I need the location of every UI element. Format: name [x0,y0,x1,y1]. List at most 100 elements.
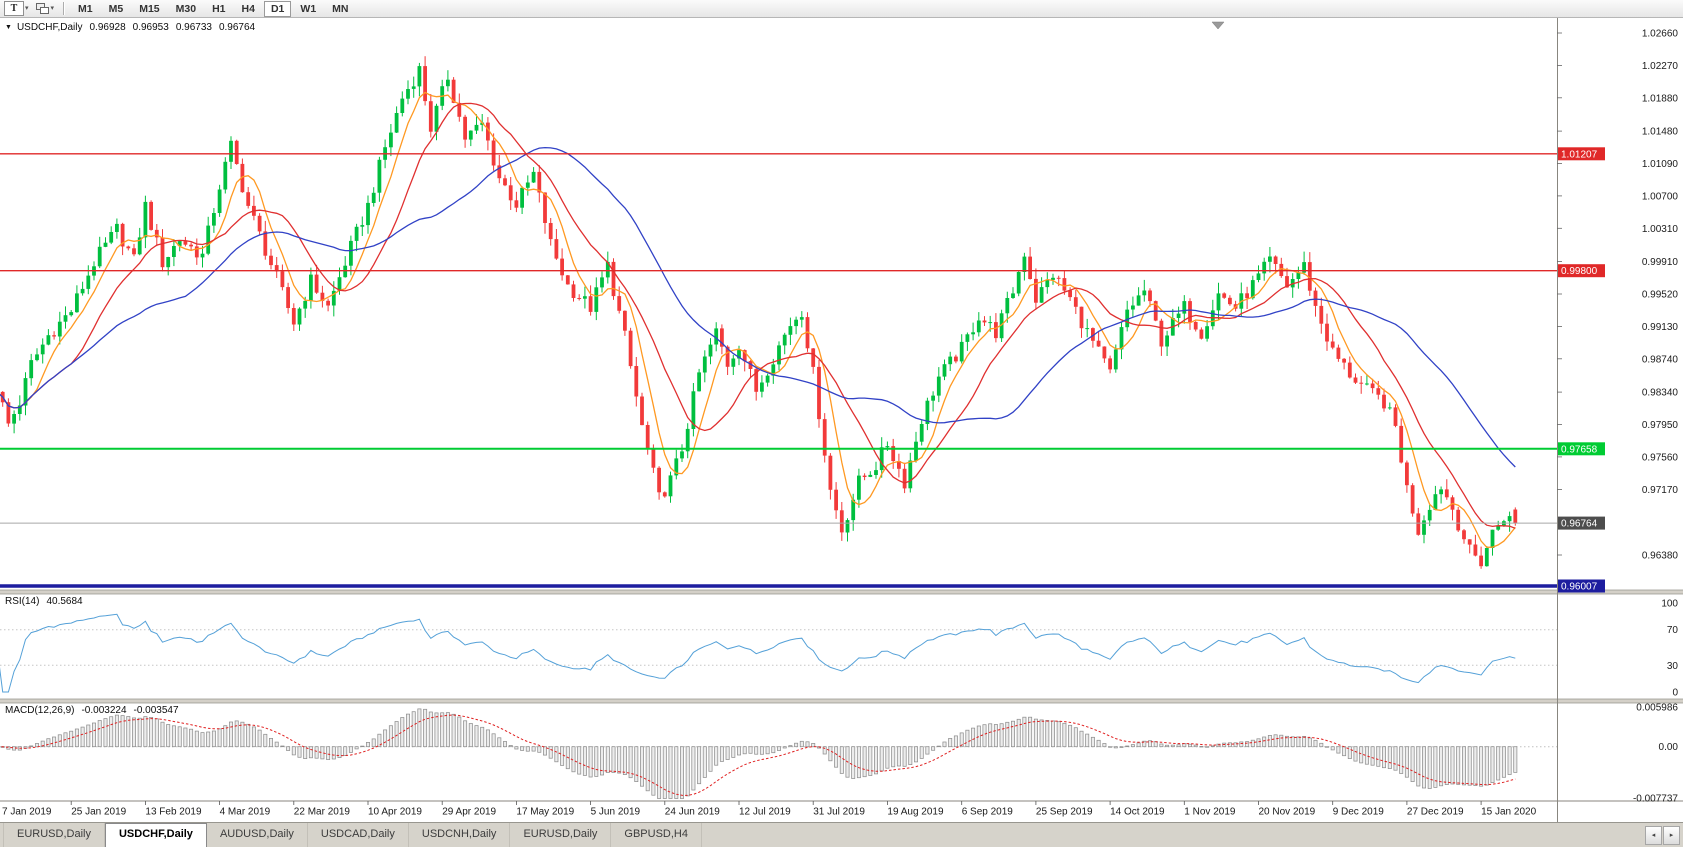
svg-text:1.00310: 1.00310 [1642,224,1679,235]
chart-tab-bar: EURUSD,Daily USDCHF,Daily AUDUSD,Daily USDC… [0,822,1683,847]
rsi-value: 40.5684 [46,596,83,607]
svg-text:13 Feb 2019: 13 Feb 2019 [145,807,202,818]
chart-canvas[interactable]: 1.02660 1.02270 1.01880 1.01480 1.01090 1.007… [0,18,1683,822]
svg-text:27 Dec 2019: 27 Dec 2019 [1407,807,1464,818]
toolbar: T ▾ ▾ M1 M5 M15 M30 H1 H4 D1 W1 MN [0,0,1683,18]
svg-text:0.97560: 0.97560 [1642,452,1679,463]
chart-tab-6-gbpusd-h4[interactable]: GBPUSD,H4 [611,823,702,847]
chart-type-label: T [10,3,18,14]
chart-tab-3-usdcad-daily[interactable]: USDCAD,Daily [308,823,409,847]
chart-tab-0-eurusd-daily[interactable]: EURUSD,Daily [3,823,105,847]
timeframe-button-h1[interactable]: H1 [212,2,226,15]
tab-scroll-right-button[interactable]: ▸ [1663,825,1680,845]
timeframe-button-m5[interactable]: M5 [108,2,124,15]
svg-text:25 Jan 2019: 25 Jan 2019 [71,807,126,818]
timeframe-button-m30[interactable]: M30 [175,2,197,15]
svg-text:29 Apr 2019: 29 Apr 2019 [442,807,496,818]
ma-line-34 [0,146,1516,468]
rsi-header: RSI(14) 40.5684 [5,596,83,607]
svg-text:24 Jun 2019: 24 Jun 2019 [665,807,720,818]
svg-text:1.01090: 1.01090 [1642,159,1679,170]
svg-text:0.97170: 0.97170 [1642,485,1679,496]
svg-text:100: 100 [1661,599,1678,610]
svg-text:1 Nov 2019: 1 Nov 2019 [1184,807,1236,818]
svg-text:1.01207: 1.01207 [1561,149,1598,160]
macd-value-signal: -0.003547 [133,705,179,716]
rsi-line [0,613,1516,693]
macd-signal-line [0,714,1516,796]
svg-text:1.02660: 1.02660 [1642,29,1679,40]
objects-button[interactable] [35,2,50,15]
timeframe-button-w1[interactable]: W1 [300,2,317,15]
svg-text:6 Sep 2019: 6 Sep 2019 [962,807,1014,818]
svg-text:0.99800: 0.99800 [1561,266,1598,277]
tab-scroll-left-button[interactable]: ◂ [1645,825,1662,845]
svg-text:1.01880: 1.01880 [1642,93,1679,104]
svg-text:0.98740: 0.98740 [1642,354,1679,365]
chart-tab-5-eurusd-daily[interactable]: EURUSD,Daily [510,823,612,847]
ma-line-6 [0,91,1516,548]
timeframe-button-mn[interactable]: MN [332,2,349,15]
timeframe-button-d1[interactable]: D1 [263,0,292,17]
chart-tab-2-audusd-daily[interactable]: AUDUSD,Daily [207,823,308,847]
macd-header: MACD(12,26,9) -0.003224 -0.003547 [5,705,179,716]
collapse-icon[interactable]: ▼ [5,24,12,31]
svg-text:15 Jan 2020: 15 Jan 2020 [1481,807,1536,818]
macd-value-main: -0.003224 [81,705,127,716]
svg-text:0.96764: 0.96764 [1561,519,1598,530]
svg-text:14 Oct 2019: 14 Oct 2019 [1110,807,1165,818]
chart-symbol: USDCHF,Daily [16,22,83,33]
chart-tab-4-usdcnh-daily[interactable]: USDCNH,Daily [409,823,511,847]
svg-text:70: 70 [1667,625,1679,636]
rsi-title: RSI(14) [5,596,40,607]
macd-histogram [0,708,1518,799]
chart-shift-marker-icon[interactable] [1211,21,1225,30]
tab-scroll-group: ◂ ▸ [1645,823,1683,847]
ohlc-close: 0.96764 [218,22,256,33]
pane-separator[interactable] [0,699,1683,703]
svg-text:9 Dec 2019: 9 Dec 2019 [1333,807,1385,818]
timeframe-button-h4[interactable]: H4 [241,2,255,15]
svg-text:0.99910: 0.99910 [1642,257,1679,268]
svg-text:1.01480: 1.01480 [1642,127,1679,138]
svg-text:10 Apr 2019: 10 Apr 2019 [368,807,422,818]
timeframe-button-m1[interactable]: M1 [78,2,93,15]
svg-text:25 Sep 2019: 25 Sep 2019 [1036,807,1093,818]
svg-text:22 Mar 2019: 22 Mar 2019 [294,807,351,818]
macd-title: MACD(12,26,9) [5,705,75,716]
price-tags: 1.01207 0.99800 0.97658 0.96007 0.96764 [1558,147,1605,593]
layers-icon [39,7,49,14]
chart-header: ▼ USDCHF,Daily 0.96928 0.96953 0.96733 0… [5,22,255,33]
ohlc-open: 0.96928 [89,22,126,33]
chart-type-caret-icon[interactable]: ▾ [25,5,29,12]
objects-caret-icon[interactable]: ▾ [50,5,55,12]
svg-text:1.02270: 1.02270 [1642,61,1679,72]
svg-text:0: 0 [1672,688,1678,699]
price-axis: 1.02660 1.02270 1.01880 1.01480 1.01090 1.007… [1557,29,1678,562]
svg-text:5 Jun 2019: 5 Jun 2019 [591,807,641,818]
svg-text:0.96380: 0.96380 [1642,551,1679,562]
svg-text:30: 30 [1667,661,1679,672]
svg-text:17 May 2019: 17 May 2019 [516,807,574,818]
date-axis: 7 Jan 2019 25 Jan 2019 13 Feb 2019 4 Mar 20… [2,801,1537,818]
svg-text:0.97658: 0.97658 [1561,444,1598,455]
ohlc-high: 0.96953 [132,22,169,33]
candlesticks [0,56,1518,569]
rsi-axis: 100 70 30 0 [1661,599,1678,699]
svg-text:7 Jan 2019: 7 Jan 2019 [2,807,52,818]
chart-tabs: EURUSD,Daily USDCHF,Daily AUDUSD,Daily USDC… [0,823,702,847]
chart-tab-1-usdchf-daily[interactable]: USDCHF,Daily [104,823,207,847]
svg-text:0.99130: 0.99130 [1642,322,1679,333]
pane-separator[interactable] [0,590,1683,594]
svg-text:0.005986: 0.005986 [1636,703,1678,714]
svg-text:4 Mar 2019: 4 Mar 2019 [220,807,271,818]
chart-type-button[interactable]: T [4,1,24,16]
svg-text:20 Nov 2019: 20 Nov 2019 [1259,807,1316,818]
svg-text:0.00: 0.00 [1659,742,1679,753]
svg-text:31 Jul 2019: 31 Jul 2019 [813,807,865,818]
timeframe-button-m15[interactable]: M15 [139,2,160,15]
svg-text:12 Jul 2019: 12 Jul 2019 [739,807,791,818]
ohlc-low: 0.96733 [175,22,212,33]
chart-workspace[interactable]: 1.02660 1.02270 1.01880 1.01480 1.01090 1.007… [0,18,1683,822]
